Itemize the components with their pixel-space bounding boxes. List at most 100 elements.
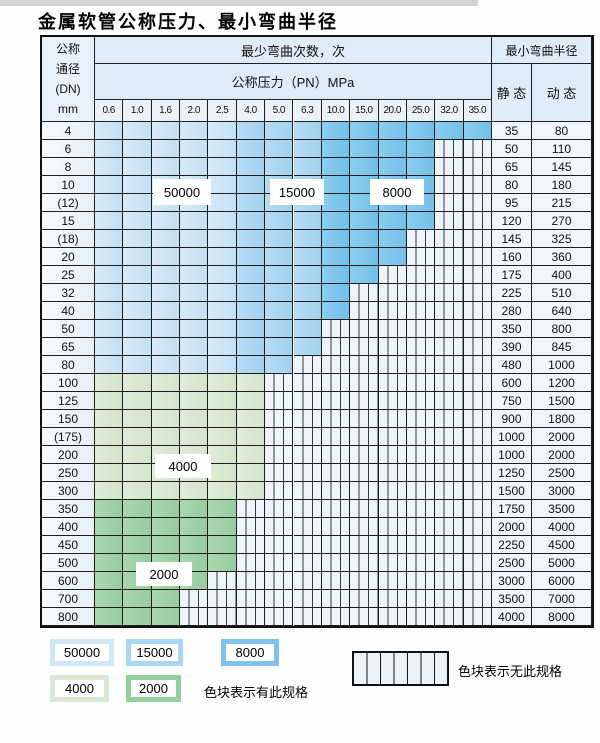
spec-cell [95, 482, 124, 500]
no-spec-cell [378, 410, 407, 428]
no-spec-cell [463, 284, 492, 302]
spec-cell [151, 338, 181, 356]
spec-cell [95, 590, 124, 608]
spec-cell [321, 140, 351, 158]
spec-cell [95, 518, 124, 536]
pressure-col-header: 2.5 [208, 100, 237, 122]
no-spec-cell [378, 356, 407, 374]
no-spec-cell [406, 410, 436, 428]
no-spec-cell [378, 536, 407, 554]
spec-cell [265, 356, 294, 374]
spec-cell [208, 122, 237, 140]
spec-cell [350, 230, 379, 248]
no-spec-cell [406, 374, 436, 392]
spec-cell [321, 302, 351, 320]
spec-cell [180, 482, 209, 500]
spec-cell [151, 500, 181, 518]
no-spec-cell [378, 482, 407, 500]
spec-cell [236, 320, 266, 338]
spec-cell [236, 302, 266, 320]
spec-cell [236, 482, 266, 500]
dynamic-radius-value: 4500 [532, 536, 592, 554]
dynamic-radius-value: 4000 [532, 518, 592, 536]
spec-cell [180, 428, 209, 446]
no-spec-cell [293, 428, 322, 446]
spec-cell [123, 122, 152, 140]
spec-cell [123, 176, 152, 194]
dn-row-label: 100 [42, 374, 95, 392]
spec-cell [321, 248, 351, 266]
spec-cell [236, 374, 266, 392]
static-radius-value: 1250 [492, 464, 532, 482]
spec-cell [208, 482, 237, 500]
no-spec-cell [435, 158, 464, 176]
dn-header-line1: 公称 [55, 42, 80, 56]
no-spec-cell [236, 572, 266, 590]
no-spec-cell [435, 230, 464, 248]
no-spec-cell [321, 464, 351, 482]
spec-cell [208, 410, 237, 428]
no-spec-cell [350, 536, 379, 554]
spec-cell [406, 158, 436, 176]
cycle-count-label: 2000 [136, 562, 192, 586]
spec-cell [180, 356, 209, 374]
spec-cell [95, 158, 124, 176]
no-spec-cell [406, 356, 436, 374]
no-spec-cell [378, 608, 407, 626]
spec-cell [123, 374, 152, 392]
spec-cell [293, 248, 322, 266]
no-spec-cell [463, 410, 492, 428]
pressure-col-header: 25.0 [406, 100, 436, 122]
dn-row-label: 350 [42, 500, 95, 518]
legend-swatch-2000: 2000 [126, 675, 181, 702]
no-spec-cell [321, 590, 351, 608]
no-spec-cell [321, 356, 351, 374]
no-spec-cell [378, 374, 407, 392]
no-spec-cell [350, 482, 379, 500]
no-spec-cell [378, 302, 407, 320]
no-spec-cell [293, 536, 322, 554]
spec-cell [123, 248, 152, 266]
no-spec-cell [350, 392, 379, 410]
spec-cell [265, 248, 294, 266]
spec-cell [123, 230, 152, 248]
dn-row-label: 125 [42, 392, 95, 410]
spec-cell [123, 536, 152, 554]
spec-cell [236, 392, 266, 410]
static-radius-value: 35 [492, 122, 532, 140]
no-spec-cell [463, 266, 492, 284]
static-radius-value: 160 [492, 248, 532, 266]
spec-cell [208, 500, 237, 518]
spec-cell [208, 518, 237, 536]
dn-row-label: 600 [42, 572, 95, 590]
spec-cell [208, 446, 237, 464]
spec-cell [350, 122, 379, 140]
no-spec-cell [378, 338, 407, 356]
no-spec-cell [180, 608, 209, 626]
dynamic-radius-value: 2000 [532, 428, 592, 446]
dynamic-radius-value: 2500 [532, 464, 592, 482]
no-spec-cell [378, 518, 407, 536]
spec-cell [95, 428, 124, 446]
static-radius-value: 350 [492, 320, 532, 338]
spec-cell [321, 194, 351, 212]
cycle-count-label: 4000 [155, 454, 211, 478]
dynamic-radius-value: 2000 [532, 446, 592, 464]
no-spec-cell [321, 374, 351, 392]
static-radius-value: 2000 [492, 518, 532, 536]
static-radius-value: 280 [492, 302, 532, 320]
static-radius-value: 175 [492, 266, 532, 284]
spec-cell [95, 140, 124, 158]
no-spec-cell [321, 320, 351, 338]
spec-cell [236, 266, 266, 284]
no-spec-cell [463, 140, 492, 158]
legend-swatch-50000: 50000 [50, 639, 114, 666]
spec-cell [95, 374, 124, 392]
spec-cell [265, 158, 294, 176]
spec-cell [151, 356, 181, 374]
spec-cell [350, 212, 379, 230]
no-spec-cell [435, 176, 464, 194]
no-spec-cell [463, 248, 492, 266]
spec-cell [236, 464, 266, 482]
spec-cell [95, 302, 124, 320]
